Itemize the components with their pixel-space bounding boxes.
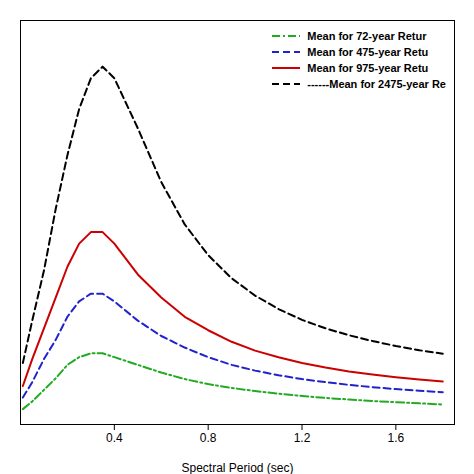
svg-text:Spectral Period (sec): Spectral Period (sec) <box>181 461 293 474</box>
svg-text:0.8: 0.8 <box>200 431 217 445</box>
svg-text:0.4: 0.4 <box>106 431 123 445</box>
svg-text:1.2: 1.2 <box>294 431 311 445</box>
html-text:Mean for 975-year Retu: Mean for 975-year Retu <box>307 62 429 74</box>
svg-text:1.6: 1.6 <box>388 431 405 445</box>
html-text:Mean for 72-year Retur: Mean for 72-year Retur <box>307 30 427 42</box>
html-text:------Mean for 2475-year Re: ------Mean for 2475-year Re <box>307 78 446 90</box>
html-text:Mean for 475-year Retu: Mean for 475-year Retu <box>307 46 429 58</box>
